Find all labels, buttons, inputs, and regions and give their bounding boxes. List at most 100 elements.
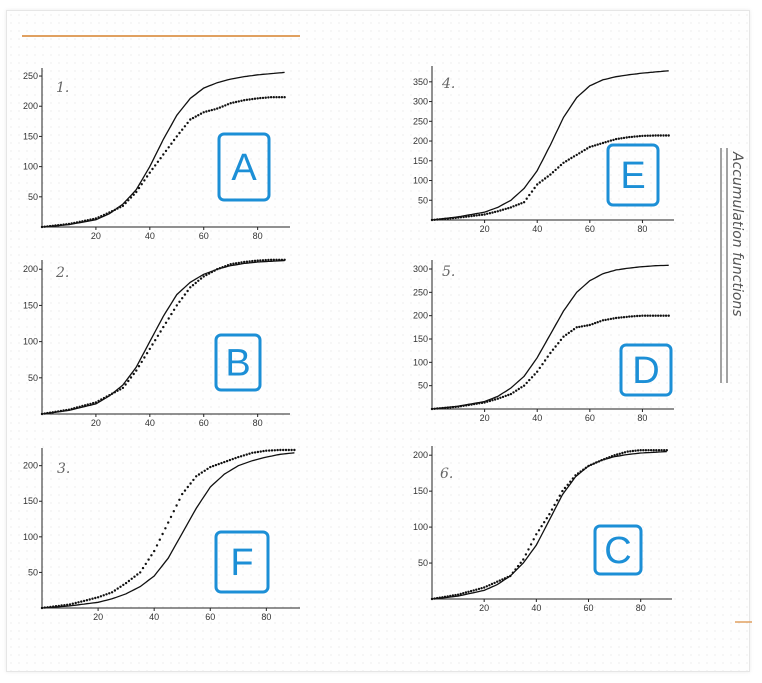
- data-point: [572, 155, 576, 158]
- data-point: [269, 258, 273, 261]
- data-point: [478, 213, 481, 217]
- chart-panel-5: 20 40 60 80 50 100 150 200 3. F: [23, 448, 300, 622]
- data-point: [592, 462, 595, 465]
- data-point: [654, 314, 657, 317]
- y-tick-label: 200: [413, 450, 428, 460]
- data-point: [633, 315, 636, 318]
- data-point: [596, 143, 599, 146]
- data-point: [234, 100, 238, 104]
- data-point: [127, 379, 130, 383]
- data-point: [459, 216, 463, 219]
- data-point: [197, 473, 201, 476]
- data-point: [130, 577, 133, 580]
- data-point: [207, 272, 211, 275]
- data-point: [124, 201, 127, 205]
- data-point: [167, 317, 170, 320]
- data-point: [438, 218, 442, 221]
- data-point: [593, 144, 597, 147]
- data-point: [527, 548, 530, 551]
- data-point: [515, 389, 518, 392]
- y-tick-label: 200: [23, 101, 38, 111]
- data-point: [96, 596, 100, 599]
- data-point: [92, 401, 95, 405]
- data-point: [551, 171, 555, 174]
- data-point: [522, 201, 526, 204]
- data-point: [65, 223, 68, 226]
- data-point: [483, 401, 486, 404]
- data-point: [170, 312, 173, 316]
- y-tick-label: 150: [413, 486, 428, 496]
- data-point: [641, 134, 644, 138]
- data-point: [276, 448, 279, 452]
- data-point: [649, 134, 652, 137]
- data-point: [549, 351, 552, 355]
- data-point: [554, 345, 557, 348]
- data-point: [137, 186, 141, 190]
- data-point: [245, 260, 249, 263]
- data-point: [643, 314, 647, 317]
- data-point: [543, 177, 547, 180]
- data-point: [192, 478, 195, 482]
- data-point: [148, 171, 151, 174]
- panel-letter: C: [604, 530, 631, 572]
- data-point: [485, 585, 488, 588]
- data-point: [446, 217, 449, 220]
- data-point: [571, 477, 575, 480]
- data-point: [46, 225, 49, 228]
- data-point: [649, 314, 652, 317]
- data-point: [586, 324, 589, 327]
- data-point: [206, 467, 209, 471]
- data-point: [657, 134, 660, 137]
- y-tick-label: 150: [413, 334, 428, 344]
- data-point: [454, 593, 457, 597]
- data-point: [591, 145, 594, 148]
- data-point: [493, 210, 497, 214]
- data-point: [159, 157, 162, 160]
- data-point: [578, 152, 581, 155]
- data-point: [649, 449, 653, 452]
- y-tick-label: 100: [23, 162, 38, 172]
- data-point: [199, 277, 203, 280]
- data-point: [60, 604, 63, 607]
- data-point: [433, 407, 436, 410]
- data-point: [213, 108, 216, 111]
- letter-box: [606, 143, 660, 207]
- data-point: [642, 449, 645, 452]
- y-tick-label: 150: [23, 131, 38, 141]
- data-point: [290, 448, 293, 452]
- data-point: [509, 206, 513, 209]
- x-tick-label: 40: [532, 413, 542, 423]
- data-point: [102, 594, 105, 597]
- data-point: [242, 454, 246, 457]
- data-point: [486, 212, 489, 215]
- data-point: [169, 515, 173, 519]
- data-point: [541, 179, 544, 182]
- data-point: [217, 462, 220, 466]
- chart-panel-4: 20 40 60 80 50 100 150 200 250 300 5. D: [413, 260, 674, 423]
- data-point: [625, 136, 628, 139]
- data-point: [155, 544, 159, 547]
- data-point: [597, 460, 601, 463]
- data-point: [655, 449, 658, 452]
- data-point: [278, 258, 281, 261]
- data-point: [533, 186, 536, 190]
- data-point: [59, 223, 63, 227]
- data-point: [78, 220, 81, 223]
- data-point: [59, 409, 63, 413]
- data-point: [108, 592, 111, 595]
- data-point: [145, 175, 149, 178]
- data-point: [657, 449, 661, 452]
- data-point: [248, 98, 251, 101]
- data-point: [137, 365, 141, 368]
- data-point: [82, 599, 86, 603]
- data-point: [81, 404, 84, 408]
- data-point: [509, 574, 512, 578]
- data-point: [459, 592, 462, 596]
- data-point: [475, 588, 478, 591]
- data-point: [438, 407, 442, 410]
- data-point: [147, 558, 150, 561]
- data-point: [499, 209, 502, 212]
- data-point: [470, 403, 473, 406]
- data-point: [621, 451, 624, 455]
- x-tick-label: 20: [93, 612, 103, 622]
